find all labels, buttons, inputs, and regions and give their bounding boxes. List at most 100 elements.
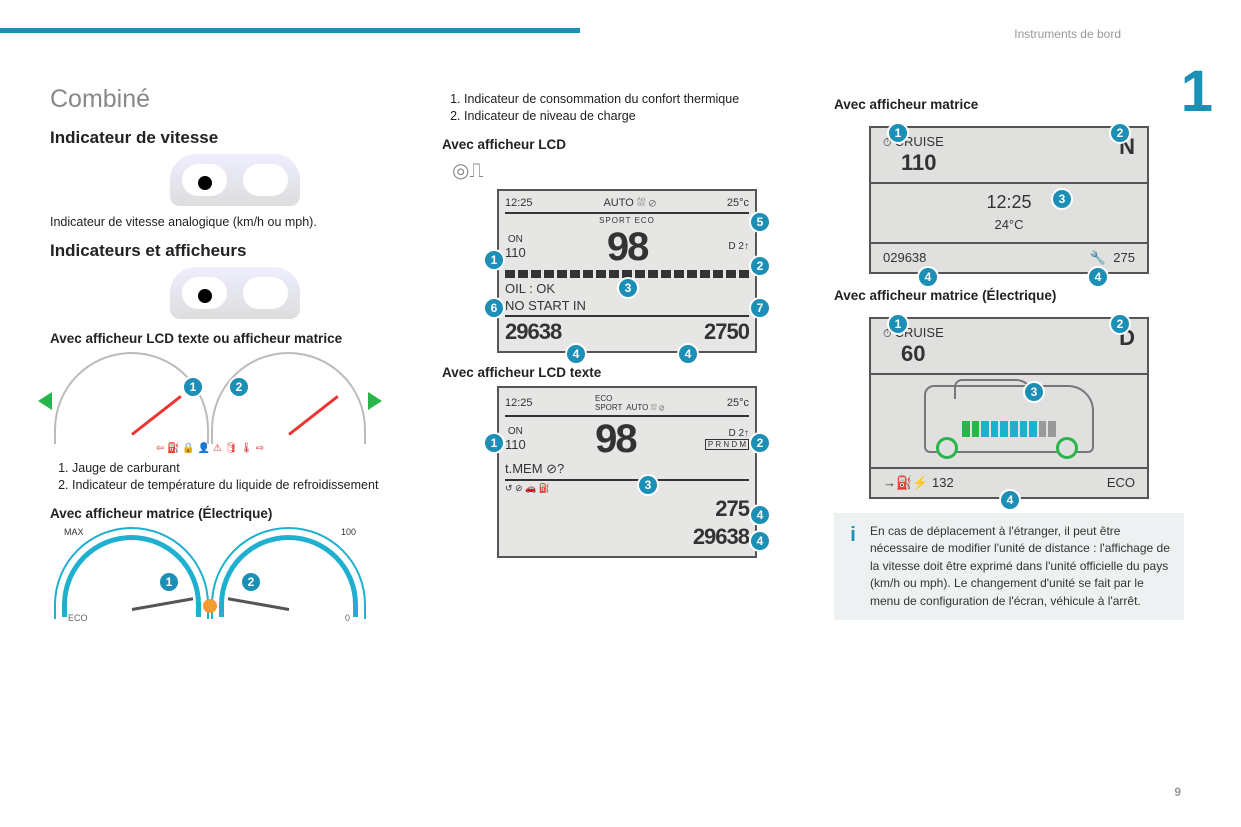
matrix-service: 275 bbox=[1113, 250, 1135, 265]
lcd-gear: D 2↑ bbox=[728, 428, 749, 439]
header-bar bbox=[0, 28, 580, 33]
matrix-display-1: ⏱ CRUISE110 N 12:2524°C 029638🔧 275 1 2 … bbox=[869, 126, 1149, 274]
matrix-time: 12:25 bbox=[986, 192, 1031, 212]
column-1: Combiné Indicateur de vitesse Indicateur… bbox=[50, 85, 420, 635]
lcd-nostart: NO START IN bbox=[505, 298, 586, 313]
lcd-odo: 29638 bbox=[505, 319, 561, 345]
lcd-icons: ECO SPORT AUTO ⛆ ⊘ bbox=[595, 394, 664, 413]
callout-badge: 4 bbox=[999, 489, 1021, 511]
wrench-icon: 🔧 bbox=[1090, 250, 1106, 265]
cluster-illustration bbox=[170, 267, 300, 319]
callout-badge: 3 bbox=[1023, 381, 1045, 403]
matrix-range: 132 bbox=[932, 475, 954, 490]
lcd-prnd: P R N D M bbox=[705, 439, 749, 450]
info-text: En cas de déplacement à l'étranger, il p… bbox=[870, 524, 1170, 608]
callout-badge: 1 bbox=[182, 376, 204, 398]
section-title: Instruments de bord bbox=[1014, 27, 1121, 41]
callout-badge: 4 bbox=[749, 530, 771, 552]
callout-badge: 3 bbox=[637, 474, 659, 496]
speedometer-illustration bbox=[170, 154, 300, 206]
callout-badge: 1 bbox=[483, 432, 505, 454]
matrix-display-electric: ⏱ CRUISE60 D →⛽⚡ 132ECO 1 2 3 4 bbox=[869, 317, 1149, 499]
lcd-odo-icons: ↺ ⊘ 🚗 ⛽ bbox=[505, 483, 550, 494]
callout-badge: 4 bbox=[917, 266, 939, 288]
callout-badge: 4 bbox=[565, 343, 587, 365]
heading-matrix: Avec afficheur matrice bbox=[834, 97, 1184, 112]
lcd-icons: AUTO ⛆ ⊘ bbox=[603, 197, 655, 210]
callout-badge: 1 bbox=[158, 571, 180, 593]
lcd-time: 12:25 bbox=[505, 397, 533, 409]
lcd-mode: SPORT ECO bbox=[505, 216, 749, 225]
dual-gauge-electric: MAX ECO 100 0 1 2 bbox=[50, 527, 370, 627]
gauge-list-1: Jauge de carburant Indicateur de tempéra… bbox=[50, 460, 420, 494]
lcd-display-2: 12:25 ECO SPORT AUTO ⛆ ⊘ 25°c ON110 98 D 2… bbox=[497, 386, 757, 558]
page-number: 9 bbox=[1174, 785, 1181, 799]
gauge-label: MAX bbox=[64, 527, 84, 537]
callout-badge: 6 bbox=[483, 297, 505, 319]
gauge-label: ECO bbox=[68, 613, 88, 623]
column-2: Indicateur de consommation du confort th… bbox=[442, 85, 812, 635]
callout-badge: 2 bbox=[1109, 122, 1131, 144]
lcd-trip: 275 bbox=[715, 496, 749, 522]
gauge-label: 0 bbox=[345, 613, 350, 623]
lcd-speed: 98 bbox=[595, 419, 636, 459]
heading-matrix-elec: Avec afficheur matrice (Électrique) bbox=[834, 288, 1184, 303]
callout-badge: 1 bbox=[887, 122, 909, 144]
list-item: Jauge de carburant bbox=[72, 460, 420, 477]
lcd-cruise: 110 bbox=[505, 245, 526, 260]
lcd-display-1: 12:25AUTO ⛆ ⊘25°c SPORT ECO ON110 98 D 2… bbox=[497, 189, 757, 353]
chapter-number: 1 bbox=[1181, 58, 1213, 125]
warning-icons-row: ⇦ ⛽ 🔒 👤 ⚠ 🛢 🌡 ⇨ bbox=[50, 443, 370, 454]
turn-right-icon bbox=[368, 392, 382, 410]
lcd-odo: 29638 bbox=[693, 524, 749, 550]
callout-badge: 5 bbox=[749, 211, 771, 233]
heading-lcd: Avec afficheur LCD bbox=[442, 137, 812, 152]
lcd-trip: 2750 bbox=[704, 319, 749, 345]
callout-badge: 7 bbox=[749, 297, 771, 319]
lcd-mem: t.MEM ⊘? bbox=[505, 461, 564, 477]
callout-badge: 1 bbox=[887, 313, 909, 335]
callout-badge: 2 bbox=[240, 571, 262, 593]
lcd-speed: 98 bbox=[607, 227, 648, 267]
gauge-label: 100 bbox=[341, 527, 356, 537]
heading-speed: Indicateur de vitesse bbox=[50, 128, 420, 148]
callout-badge: 3 bbox=[617, 277, 639, 299]
callout-badge: 2 bbox=[1109, 313, 1131, 335]
heading-matrix-elec: Avec afficheur matrice (Électrique) bbox=[50, 506, 420, 521]
lcd-oil: OIL : OK bbox=[505, 281, 555, 296]
matrix-mode: ECO bbox=[1107, 475, 1135, 491]
info-icon: i bbox=[844, 521, 862, 550]
column-3: Avec afficheur matrice ⏱ CRUISE110 N 12:… bbox=[834, 85, 1184, 635]
steering-wheel-icon: ◎⎍ bbox=[452, 158, 812, 183]
heading-lcd-text: Avec afficheur LCD texte bbox=[442, 365, 812, 380]
list-item: Indicateur de température du liquide de … bbox=[72, 477, 420, 494]
callout-badge: 1 bbox=[483, 249, 505, 271]
lcd-cruise: 110 bbox=[505, 437, 526, 452]
callout-badge: 2 bbox=[228, 376, 250, 398]
matrix-cruise: 110 bbox=[901, 150, 937, 175]
warning-dot-icon bbox=[203, 599, 217, 613]
heading-displays: Indicateurs et afficheurs bbox=[50, 241, 420, 261]
lcd-time: 12:25 bbox=[505, 197, 533, 209]
callout-badge: 2 bbox=[749, 432, 771, 454]
lcd-temp: 25°c bbox=[727, 197, 749, 209]
page-title: Combiné bbox=[50, 85, 420, 114]
matrix-temp: 24°C bbox=[994, 217, 1023, 232]
heading-lcd-matrix: Avec afficheur LCD texte ou afficheur ma… bbox=[50, 331, 420, 346]
callout-badge: 4 bbox=[749, 504, 771, 526]
battery-bar bbox=[962, 421, 1056, 437]
speed-caption: Indicateur de vitesse analogique (km/h o… bbox=[50, 214, 420, 231]
lcd-cruise-label: ON bbox=[508, 234, 523, 245]
plug-icon: ⛽⚡ bbox=[896, 475, 928, 490]
callout-badge: 4 bbox=[1087, 266, 1109, 288]
callout-badge: 3 bbox=[1051, 188, 1073, 210]
list-item: Indicateur de consommation du confort th… bbox=[464, 91, 812, 108]
info-note: i En cas de déplacement à l'étranger, il… bbox=[834, 513, 1184, 620]
callout-badge: 4 bbox=[677, 343, 699, 365]
lcd-temp: 25°c bbox=[727, 397, 749, 409]
callout-badge: 2 bbox=[749, 255, 771, 277]
turn-left-icon bbox=[38, 392, 52, 410]
gauge-list-2: Indicateur de consommation du confort th… bbox=[442, 91, 812, 125]
car-silhouette-icon bbox=[924, 385, 1094, 453]
lcd-cruise-label: ON bbox=[508, 426, 523, 437]
